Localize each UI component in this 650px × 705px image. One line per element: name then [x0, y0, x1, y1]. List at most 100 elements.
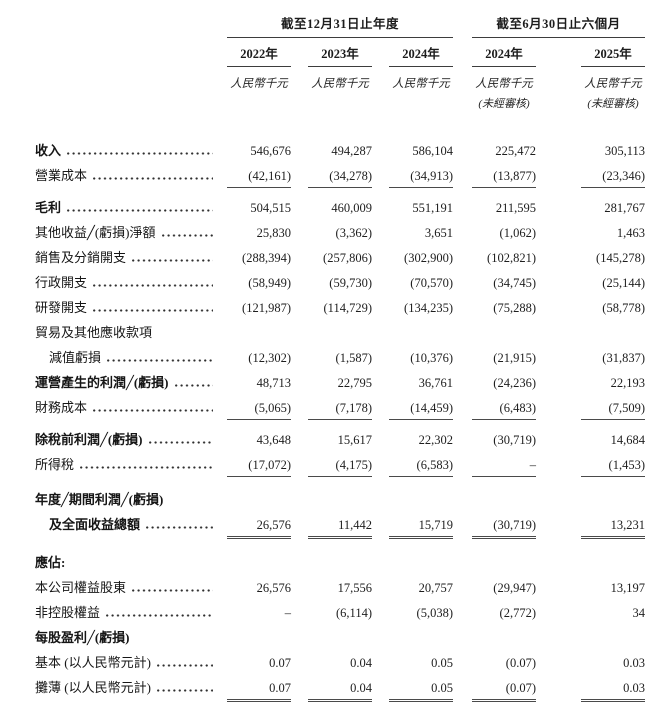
- cell-value: (4,175): [308, 458, 372, 477]
- row-label-cell: 其他收益╱(虧損)淨額: [35, 222, 215, 241]
- cell-value: (70,570): [410, 276, 453, 290]
- cell-value: (0.07): [472, 681, 536, 702]
- cell-value: (6,114): [336, 606, 372, 620]
- cell-value: 13,231: [581, 518, 645, 539]
- cell-value: (10,376): [410, 351, 453, 365]
- table-row: 本公司權益股東 26,576 17,556 20,757 (29,947) 13,197: [35, 577, 650, 602]
- row-label: 收入: [35, 143, 62, 158]
- row-label-cell: 研發開支: [35, 297, 215, 316]
- cell-value: 1,463: [616, 226, 645, 240]
- row-label: 減值虧損: [49, 350, 102, 365]
- column-group-row: 截至12月31日止年度 截至6月30日止六個月: [35, 13, 650, 38]
- table-row: 研發開支 (121,987) (114,729) (134,235) (75,288) (…: [35, 297, 650, 322]
- cell-value: 36,761: [418, 376, 453, 390]
- row-label-cell: 攤薄 (以人民幣元計): [35, 677, 215, 696]
- cell-value: 225,472: [495, 144, 536, 158]
- dot-leader: [156, 664, 213, 667]
- table-row: 所得稅 (17,072) (4,175) (6,583) – (1,453): [35, 454, 650, 479]
- row-label-cell: 非控股權益: [35, 602, 215, 621]
- year-header: 2024年: [389, 43, 453, 67]
- row-label: 本公司權益股東: [35, 580, 127, 595]
- cell-value: 494,287: [331, 144, 372, 158]
- row-label-cell: 行政開支: [35, 272, 215, 291]
- row-label-cell: 收入: [35, 140, 215, 159]
- table-row: 應佔:: [35, 552, 650, 577]
- cell-value: (1,587): [335, 351, 372, 365]
- cell-value: 48,713: [256, 376, 291, 390]
- dot-leader: [148, 441, 213, 444]
- unit-label: 人民幣千元: [392, 78, 450, 90]
- cell-value: (25,144): [602, 276, 645, 290]
- unit-label: 人民幣千元: [230, 78, 288, 90]
- dot-leader: [80, 466, 213, 469]
- cell-value: (7,509): [581, 401, 645, 420]
- cell-value: 43,648: [256, 433, 291, 447]
- year-header: 2025年: [581, 43, 645, 67]
- cell-value: 0.05: [431, 656, 453, 670]
- unit-label: 人民幣千元: [584, 78, 642, 90]
- cell-value: 22,302: [418, 433, 453, 447]
- table-row: 年度╱期間利潤╱(虧損): [35, 489, 650, 514]
- dot-leader: [107, 359, 213, 362]
- table-row: 營業成本 (42,161) (34,278) (34,913) (13,877) (23,…: [35, 165, 650, 190]
- table-row: 每股盈利╱(虧損): [35, 627, 650, 652]
- cell-value: 34: [632, 606, 646, 620]
- row-label: 貿易及其他應收款項: [35, 325, 153, 340]
- cell-value: (30,719): [493, 433, 536, 447]
- cell-value: 14,684: [610, 433, 645, 447]
- cell-value: –: [284, 606, 291, 620]
- row-label-cell: 本公司權益股東: [35, 577, 215, 596]
- table-row: 其他收益╱(虧損)淨額 25,830 (3,362) 3,651 (1,062) 1,46…: [35, 222, 650, 247]
- row-label-cell: 基本 (以人民幣元計): [35, 652, 215, 671]
- cell-value: (75,288): [493, 301, 536, 315]
- table-row: 除稅前利潤╱(虧損) 43,648 15,617 22,302 (30,719) 14,6…: [35, 429, 650, 454]
- dot-leader: [132, 589, 213, 592]
- cell-value: 281,767: [604, 201, 645, 215]
- cell-value: 15,719: [389, 518, 453, 539]
- cell-value: 0.03: [581, 681, 645, 702]
- year-header: 2023年: [308, 43, 372, 67]
- cell-value: 211,595: [495, 201, 536, 215]
- cell-value: (0.07): [505, 656, 536, 670]
- row-label: 應佔:: [35, 555, 66, 570]
- cell-value: –: [472, 458, 536, 477]
- cell-value: (5,038): [416, 606, 453, 620]
- unit-label: 人民幣千元: [311, 78, 369, 90]
- dot-leader: [132, 259, 213, 262]
- cell-value: (288,394): [242, 251, 291, 265]
- cell-value: (6,483): [472, 401, 536, 420]
- row-label-cell: 除稅前利潤╱(虧損): [35, 429, 215, 448]
- year-header: 2024年: [472, 43, 536, 67]
- cell-value: 20,757: [418, 581, 453, 595]
- table-row: 收入 546,676 494,287 586,104 225,472 305,113: [35, 140, 650, 165]
- dot-leader: [161, 234, 213, 237]
- unaudited-note: (未經審核): [587, 98, 639, 110]
- row-label: 攤薄 (以人民幣元計): [35, 680, 151, 695]
- cell-value: (29,947): [493, 581, 536, 595]
- row-label-cell: 貿易及其他應收款項: [35, 322, 215, 341]
- cell-value: (58,949): [248, 276, 291, 290]
- cell-value: 22,193: [610, 376, 645, 390]
- table-row: 減值虧損 (12,302) (1,587) (10,376) (21,915) (31,8…: [35, 347, 650, 372]
- cell-value: 460,009: [331, 201, 372, 215]
- row-label-cell: 年度╱期間利潤╱(虧損): [35, 489, 215, 508]
- cell-value: 3,651: [424, 226, 453, 240]
- cell-value: (31,837): [602, 351, 645, 365]
- cell-value: 0.07: [227, 681, 291, 702]
- dot-leader: [93, 409, 213, 412]
- cell-value: 15,617: [337, 433, 372, 447]
- cell-value: 551,191: [412, 201, 453, 215]
- cell-value: (1,453): [581, 458, 645, 477]
- dot-leader: [146, 526, 213, 529]
- cell-value: 0.05: [389, 681, 453, 702]
- cell-value: 0.04: [308, 681, 372, 702]
- table-row: 銷售及分銷開支 (288,394) (257,806) (302,900) (102,8…: [35, 247, 650, 272]
- dot-leader: [106, 614, 213, 617]
- cell-value: (23,346): [581, 169, 645, 188]
- row-label: 其他收益╱(虧損)淨額: [35, 225, 156, 240]
- cell-value: (121,987): [242, 301, 291, 315]
- cell-value: (34,913): [389, 169, 453, 188]
- unit-label: 人民幣千元: [475, 78, 533, 90]
- dot-leader: [156, 689, 213, 692]
